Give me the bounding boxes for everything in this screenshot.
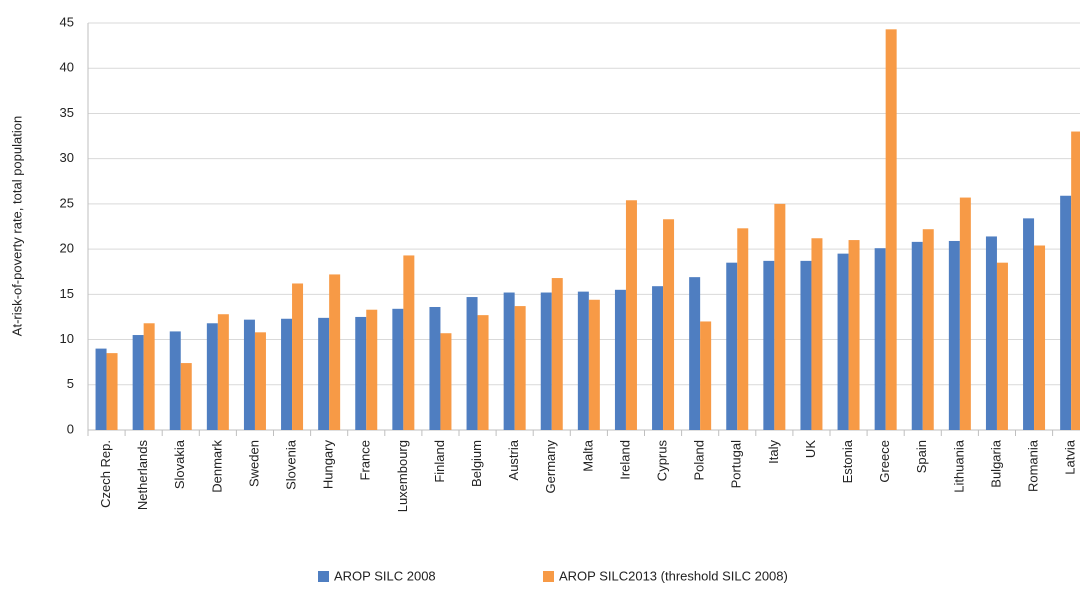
bar: [429, 306, 441, 430]
x-tick-label: Germany: [543, 440, 558, 494]
bar: [726, 262, 738, 430]
x-tick-label: Hungary: [321, 440, 336, 490]
y-tick-label: 30: [60, 150, 74, 165]
x-tick-label: Italy: [766, 440, 781, 464]
bar: [254, 332, 266, 430]
y-tick-label: 25: [60, 195, 74, 210]
bar: [1071, 131, 1080, 431]
x-tick-label: Greece: [877, 440, 892, 483]
x-tick-label: Denmark: [209, 440, 224, 493]
bar: [477, 315, 489, 430]
bar: [514, 306, 526, 430]
x-tick-label: Slovenia: [283, 439, 298, 490]
x-tick-label: France: [358, 440, 373, 480]
bar: [318, 317, 330, 430]
x-tick-label: Poland: [692, 440, 707, 480]
bar: [922, 229, 934, 430]
bar: [874, 248, 886, 430]
bar: [143, 323, 155, 430]
legend-label: AROP SILC2013 (threshold SILC 2008): [559, 568, 788, 583]
bar: [588, 299, 600, 430]
x-tick-label: Malta: [580, 439, 595, 472]
x-tick-label: Ireland: [617, 440, 632, 480]
bar: [837, 253, 849, 430]
bar: [106, 353, 118, 430]
x-tick-label: Latvia: [1063, 439, 1078, 474]
y-tick-label: 0: [67, 421, 74, 436]
bar: [1060, 195, 1072, 430]
x-tick-label: Lithuania: [951, 439, 966, 493]
x-tick-label: Luxembourg: [395, 440, 410, 512]
bar: [403, 255, 415, 430]
bar: [281, 318, 293, 430]
y-tick-label: 15: [60, 286, 74, 301]
bar: [95, 348, 107, 430]
bar: [206, 323, 218, 430]
legend-swatch: [318, 571, 329, 582]
y-tick-label: 20: [60, 241, 74, 256]
bar: [217, 314, 229, 430]
x-tick-label: Finland: [432, 440, 447, 483]
bar: [329, 274, 341, 430]
x-tick-label: Czech Rep.: [98, 440, 113, 508]
legend-label: AROP SILC 2008: [334, 568, 436, 583]
bar: [663, 219, 675, 430]
bar: [551, 278, 563, 430]
bar: [811, 238, 823, 430]
bar: [1034, 245, 1046, 430]
bar: [540, 292, 552, 430]
bar: [466, 297, 478, 430]
bar: [848, 240, 860, 430]
bar: [737, 228, 749, 430]
bar: [169, 331, 181, 430]
x-tick-label: Sweden: [246, 440, 261, 487]
bar: [180, 363, 192, 430]
bar: [132, 335, 144, 430]
bar: [652, 286, 664, 430]
x-tick-label: Estonia: [840, 439, 855, 483]
bar: [996, 262, 1008, 430]
bar: [577, 291, 589, 430]
legend-swatch: [543, 571, 554, 582]
x-tick-label: Bulgaria: [988, 439, 1003, 487]
bar: [614, 289, 626, 430]
x-tick-label: Netherlands: [135, 440, 150, 511]
x-tick-label: Romania: [1025, 439, 1040, 492]
bar: [911, 241, 923, 430]
y-tick-label: 5: [67, 376, 74, 391]
x-tick-label: UK: [803, 440, 818, 458]
bar: [700, 321, 712, 430]
x-tick-label: Slovakia: [172, 439, 187, 489]
bar: [503, 292, 515, 430]
y-tick-label: 10: [60, 331, 74, 346]
x-tick-label: Austria: [506, 439, 521, 480]
y-axis-label: At-risk-of-poverty rate, total populatio…: [9, 116, 24, 336]
bar: [959, 197, 971, 430]
bar: [243, 319, 255, 430]
bar: [392, 308, 404, 430]
bar: [800, 260, 812, 430]
y-tick-label: 40: [60, 60, 74, 75]
bar: [355, 316, 367, 430]
bar: [763, 260, 775, 430]
bar: [985, 236, 997, 430]
bar: [948, 240, 960, 430]
bar: [292, 283, 304, 430]
bar: [366, 309, 378, 430]
x-tick-label: Belgium: [469, 440, 484, 487]
bar: [885, 29, 897, 430]
y-tick-label: 35: [60, 105, 74, 120]
bar: [1023, 218, 1035, 430]
bar: [625, 200, 637, 430]
x-tick-label: Spain: [914, 440, 929, 473]
bar: [440, 333, 452, 430]
bar: [689, 277, 701, 430]
bar: [774, 203, 786, 430]
y-tick-label: 45: [60, 14, 74, 29]
x-tick-label: Portugal: [729, 440, 744, 489]
x-tick-label: Cyprus: [654, 440, 669, 482]
